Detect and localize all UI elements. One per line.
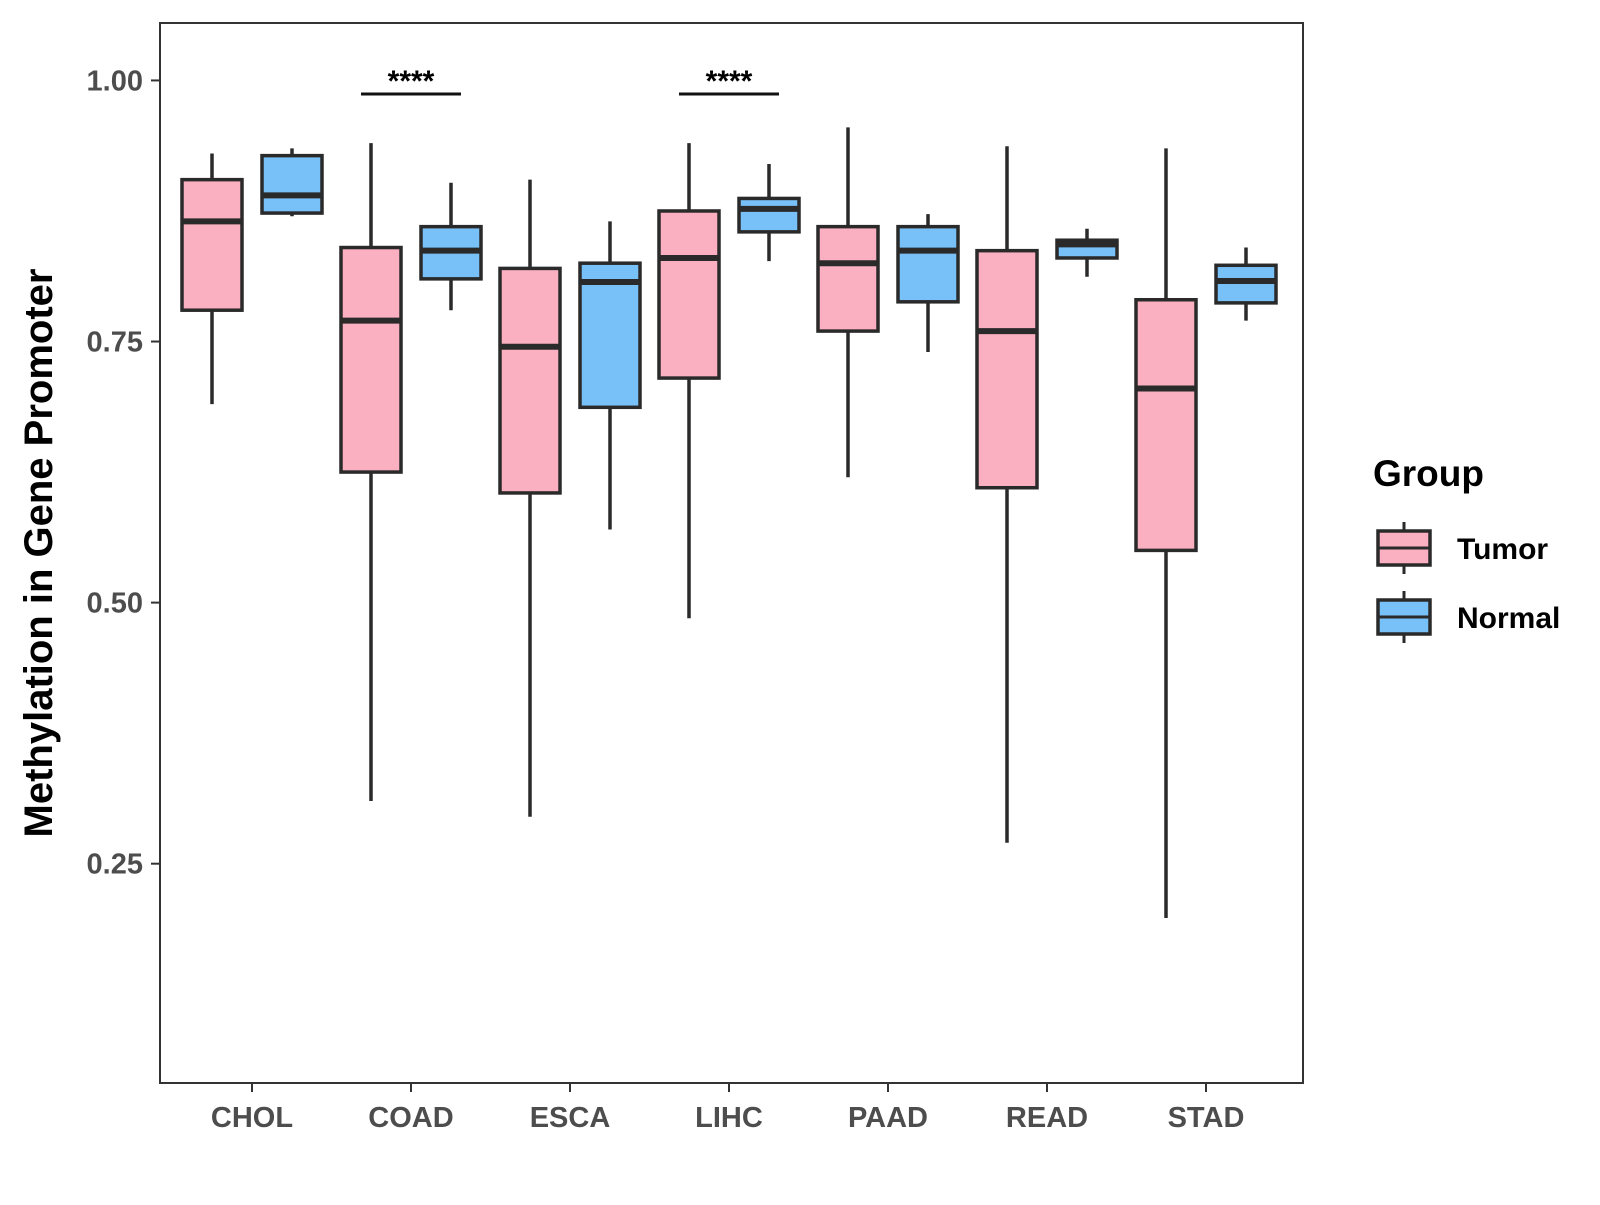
box-normal-esca <box>578 221 642 530</box>
legend-item-normal: Normal <box>1376 591 1560 643</box>
box-body <box>339 245 403 474</box>
box-normal-coad <box>419 182 483 311</box>
x-tick-label: CHOL <box>211 1102 293 1134</box>
x-tick-label: LIHC <box>695 1102 763 1134</box>
box-tumor-paad <box>816 127 880 478</box>
x-tick-label: READ <box>1006 1102 1088 1134</box>
plot-panel <box>159 22 1304 1084</box>
box-tumor-esca <box>498 179 562 817</box>
significance-label: **** <box>706 65 753 98</box>
x-axis: CHOL COAD ESCA LIHC PAAD READ STAD <box>211 1083 1244 1134</box>
box-body <box>737 196 801 234</box>
box-body <box>260 153 324 215</box>
box-body <box>498 266 562 495</box>
box-tumor-coad <box>339 143 403 802</box>
box-normal-stad <box>1214 247 1278 321</box>
box-body <box>1214 263 1278 305</box>
box-body <box>896 224 960 304</box>
box-body <box>578 261 642 410</box>
significance-annotations: **** **** <box>361 65 779 98</box>
y-axis-label: Methylation in Gene Promoter <box>17 269 61 838</box>
box-body <box>816 224 880 333</box>
box-body <box>975 248 1039 490</box>
boxes-layer <box>180 127 1278 918</box>
box-tumor-read <box>975 146 1039 843</box>
y-tick-label: 0.50 <box>87 588 143 620</box>
y-tick-label: 1.00 <box>87 65 143 97</box>
legend-label: Tumor <box>1457 533 1548 566</box>
legend: Group Tumor Normal <box>1373 453 1560 643</box>
box-normal-paad <box>896 214 960 352</box>
plot-panel-border <box>159 22 1304 1084</box>
y-tick-label: 0.25 <box>87 849 143 881</box>
significance-label: **** <box>388 65 435 98</box>
legend-title: Group <box>1373 453 1484 494</box>
box-tumor-lihc <box>657 143 721 619</box>
x-tick-label: ESCA <box>530 1102 611 1134</box>
x-tick-label: COAD <box>368 1102 453 1134</box>
legend-item-tumor: Tumor <box>1376 522 1548 574</box>
box-normal-chol <box>260 148 324 217</box>
legend-label: Normal <box>1457 602 1560 635</box>
box-body <box>180 177 244 312</box>
y-axis: 0.25 0.50 0.75 1.00 <box>87 65 160 881</box>
box-body <box>657 209 721 380</box>
x-tick-label: STAD <box>1168 1102 1245 1134</box>
box-tumor-chol <box>180 153 244 405</box>
box-body <box>1134 297 1198 553</box>
y-tick-label: 0.75 <box>87 327 143 359</box>
box-tumor-stad <box>1134 148 1198 918</box>
box-normal-lihc <box>737 163 801 262</box>
x-tick-label: PAAD <box>848 1102 928 1134</box>
box-normal-read <box>1055 228 1119 277</box>
